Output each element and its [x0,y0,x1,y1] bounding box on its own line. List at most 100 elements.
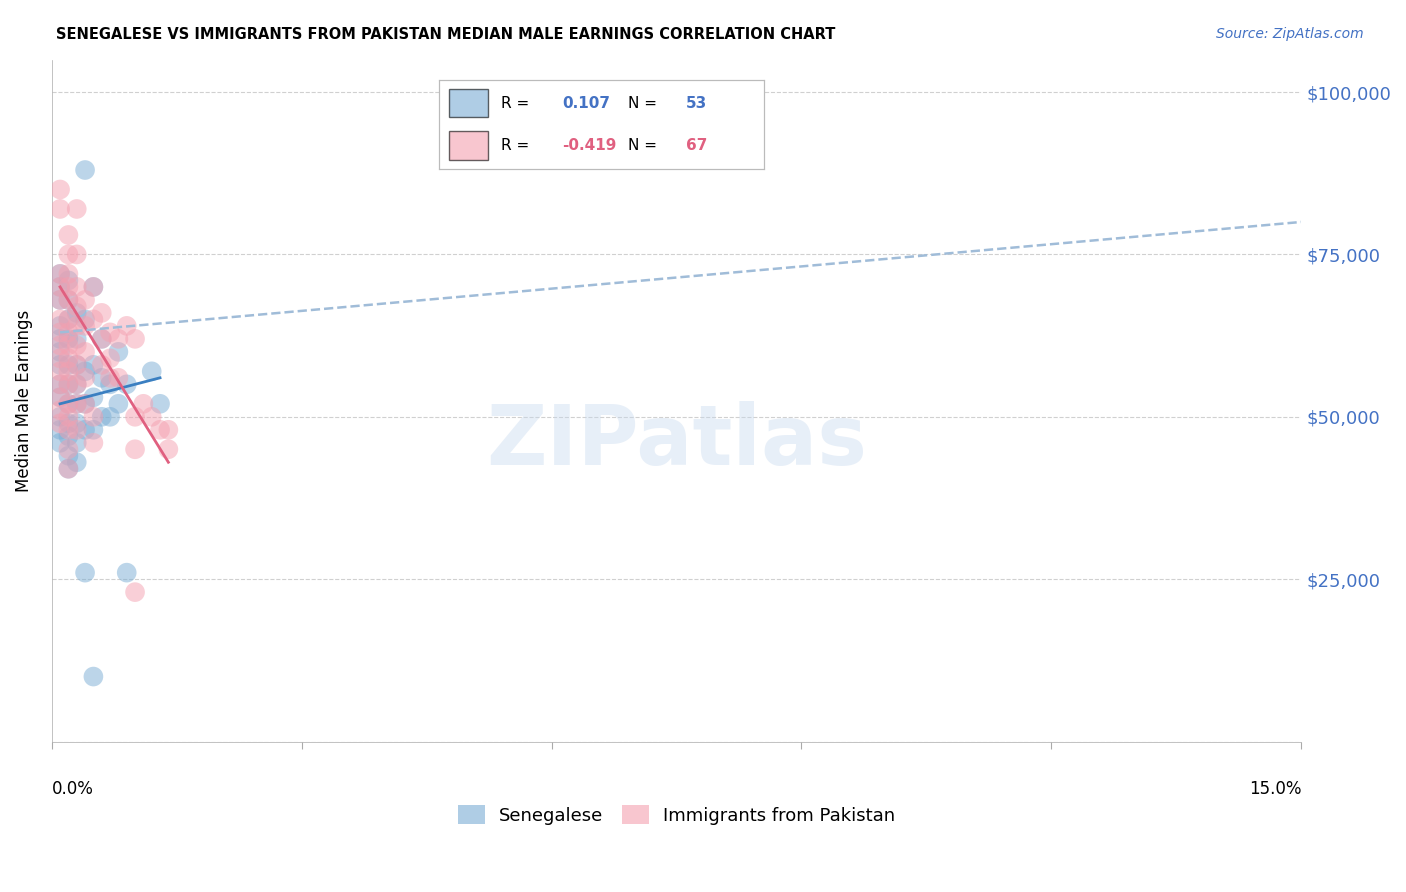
Point [82,280,104,294]
Point [124,442,146,457]
Point [58,326,80,340]
Point [58,377,80,392]
Point [66,397,89,411]
Point [49,390,72,404]
Point [98,371,121,385]
Point [124,409,146,424]
Point [75,566,97,580]
Point [124,585,146,599]
Point [75,364,97,378]
Point [49,364,72,378]
Point [75,423,97,437]
Point [82,390,104,404]
Point [66,338,89,352]
Point [90,409,112,424]
Point [58,429,80,443]
Point [49,377,72,392]
Point [75,397,97,411]
Point [58,267,80,281]
Point [149,423,172,437]
Point [49,417,72,431]
Point [49,293,72,307]
Point [75,344,97,359]
Point [49,293,72,307]
Point [115,318,138,333]
Point [66,332,89,346]
Point [82,423,104,437]
Point [58,442,80,457]
Point [49,377,72,392]
Point [98,377,121,392]
Point [66,202,89,216]
Point [98,351,121,366]
Text: SENEGALESE VS IMMIGRANTS FROM PAKISTAN MEDIAN MALE EARNINGS CORRELATION CHART: SENEGALESE VS IMMIGRANTS FROM PAKISTAN M… [56,27,835,42]
Y-axis label: Median Male Earnings: Median Male Earnings [15,310,32,491]
Legend: Senegalese, Immigrants from Pakistan: Senegalese, Immigrants from Pakistan [450,798,903,832]
Point [107,397,129,411]
Point [49,312,72,326]
Point [90,306,112,320]
Point [90,358,112,372]
Point [90,332,112,346]
Point [75,371,97,385]
Point [58,312,80,326]
Point [58,293,80,307]
Point [66,377,89,392]
Point [58,280,80,294]
Point [58,449,80,463]
Point [58,358,80,372]
Point [82,669,104,683]
Point [157,423,180,437]
Point [58,227,80,242]
Point [49,182,72,196]
Point [58,312,80,326]
Point [49,318,72,333]
Point [58,423,80,437]
Point [49,403,72,417]
Point [58,377,80,392]
Point [66,358,89,372]
Text: 0.0%: 0.0% [52,780,94,798]
Point [75,293,97,307]
Point [49,338,72,352]
Point [49,332,72,346]
Point [66,435,89,450]
Point [157,442,180,457]
Point [58,397,80,411]
Text: ZIPatlas: ZIPatlas [486,401,868,482]
Point [66,318,89,333]
Point [66,423,89,437]
Point [75,163,97,178]
Point [66,306,89,320]
Point [149,397,172,411]
Point [58,364,80,378]
Point [58,461,80,475]
Point [82,358,104,372]
Point [49,423,72,437]
Point [141,364,163,378]
Point [66,280,89,294]
Point [58,409,80,424]
Point [49,351,72,366]
Point [90,371,112,385]
Point [90,332,112,346]
Point [141,409,163,424]
Point [58,351,80,366]
Point [49,326,72,340]
Point [58,417,80,431]
Point [66,455,89,469]
Point [58,461,80,475]
Text: 15.0%: 15.0% [1249,780,1302,798]
Point [49,435,72,450]
Text: Source: ZipAtlas.com: Source: ZipAtlas.com [1216,27,1364,41]
Point [49,267,72,281]
Point [58,247,80,261]
Point [82,435,104,450]
Point [49,344,72,359]
Point [66,299,89,313]
Point [49,202,72,216]
Point [58,338,80,352]
Point [115,377,138,392]
Point [115,566,138,580]
Point [75,318,97,333]
